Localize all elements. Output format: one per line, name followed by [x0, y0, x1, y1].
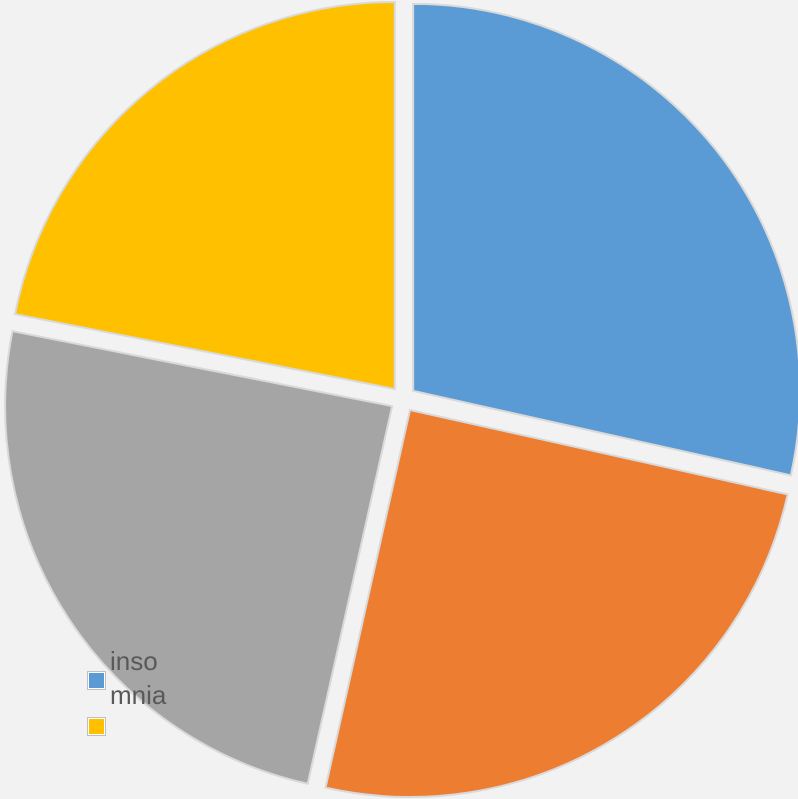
- pie-slice-4: [13, 0, 396, 391]
- pie-slice-3: [4, 330, 394, 785]
- pie-slice-1: [412, 2, 798, 477]
- legend-swatch-yellow: [88, 718, 105, 735]
- pie-slice-2: [324, 408, 789, 798]
- pie-slices: [4, 0, 798, 798]
- legend-label-1: inso mnia: [110, 646, 167, 710]
- legend-swatch-blue: [88, 672, 105, 689]
